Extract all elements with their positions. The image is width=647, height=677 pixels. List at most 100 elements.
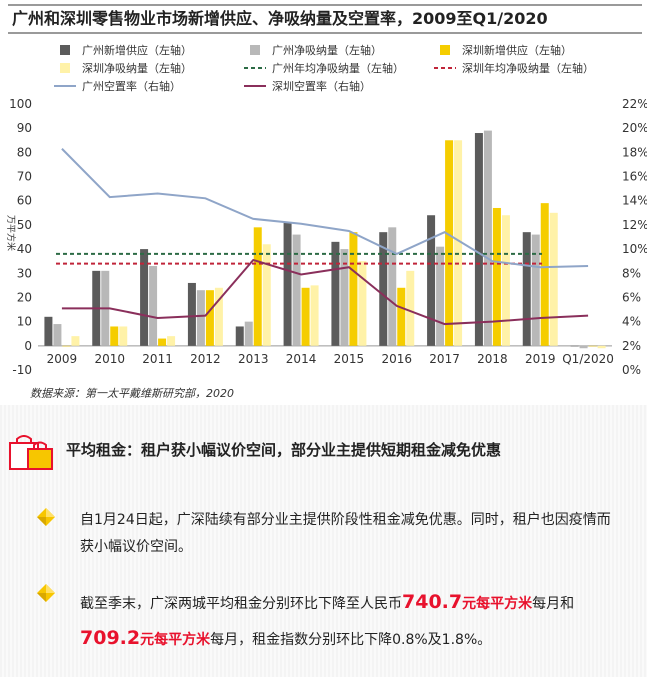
bar	[253, 227, 262, 346]
bar	[149, 266, 158, 346]
bar	[110, 326, 119, 346]
y-tick-label: 10	[17, 315, 32, 329]
x-tick-label: 2015	[334, 352, 365, 366]
paragraph-average-rent: 截至季末，广深两城平均租金分别环比下降至人民币740.7元每平方米每月和709.…	[80, 585, 620, 657]
bar	[310, 285, 319, 346]
chart-title: 广州和深圳零售物业市场新增供应、净吸纳量及空置率，2009至Q1/2020	[8, 4, 642, 34]
vacancy-line	[61, 258, 589, 326]
guangzhou-rent-value: 740.7	[402, 591, 463, 613]
y-tick-label: 0	[24, 339, 32, 353]
x-tick-label: 2016	[381, 352, 412, 366]
para2-text-1: 截至季末，广深两城平均租金分别环比下降至人民币	[80, 596, 402, 612]
bar	[427, 215, 436, 346]
y2-tick-label: 8%	[622, 266, 641, 280]
bar	[262, 244, 271, 346]
x-tick-label: 2014	[286, 352, 317, 366]
x-tick-label: 2010	[94, 352, 125, 366]
legend-label: 深圳空置率（右轴）	[272, 79, 371, 93]
x-tick-label: 2012	[190, 352, 221, 366]
vacancy-line	[61, 148, 589, 269]
bar	[501, 215, 510, 346]
bar	[292, 234, 301, 346]
bar	[244, 321, 253, 346]
bar	[379, 232, 388, 346]
y-tick-label: 50	[17, 218, 32, 232]
y2-tick-label: 10%	[622, 242, 647, 256]
y2-tick-label: 4%	[622, 315, 641, 329]
x-tick-label: 2017	[429, 352, 460, 366]
shenzhen-rent-value: 709.2	[80, 627, 141, 649]
para2-text-3: 每月，租金指数分别环比下降0.8%及1.8%。	[210, 632, 492, 648]
bar	[483, 130, 492, 346]
bar	[522, 232, 531, 346]
legend-label: 广州空置率（右轴）	[82, 79, 181, 93]
bar	[44, 316, 53, 346]
bar	[187, 282, 196, 346]
y-tick-label: 20	[17, 290, 32, 304]
legend-label: 深圳新增供应（左轴）	[462, 43, 572, 57]
yellow-diamond-icon	[37, 508, 55, 526]
bar	[406, 270, 415, 346]
para2-text-2: 每月和	[532, 596, 575, 612]
bar	[301, 287, 310, 346]
y2-tick-label: 20%	[622, 121, 647, 135]
y-axis-label: 万平方米	[5, 215, 17, 251]
legend-label: 广州净吸纳量（左轴）	[272, 43, 382, 57]
x-tick-label: 2013	[238, 352, 269, 366]
y2-tick-label: 0%	[622, 363, 641, 377]
y-tick-label: 70	[17, 170, 32, 184]
bar	[140, 249, 149, 346]
x-tick-label: 2019	[525, 352, 556, 366]
bar	[196, 290, 205, 346]
legend-label: 深圳净吸纳量（左轴）	[82, 61, 192, 75]
y-tick-label: 90	[17, 121, 32, 135]
bar	[71, 336, 80, 346]
x-tick-label: Q1/2020	[562, 352, 614, 366]
y-tick-label: 100	[9, 97, 32, 111]
y2-tick-label: 12%	[622, 218, 647, 232]
y-tick-label: 80	[17, 145, 32, 159]
y2-tick-label: 2%	[622, 339, 641, 353]
bar	[474, 133, 483, 346]
y2-tick-label: 16%	[622, 170, 647, 184]
bar	[340, 249, 349, 346]
chart-svg: -10 0 10 20 30 40 50 60 70 80 90 100 0% 2% 4% 6% 8% 10% 12…	[5, 43, 647, 377]
bar	[597, 345, 606, 349]
bar	[283, 222, 292, 346]
bar	[492, 207, 501, 346]
bar	[397, 287, 406, 346]
bar	[570, 345, 579, 347]
bar	[531, 234, 540, 346]
yellow-diamond-icon	[37, 584, 55, 602]
y2-tick-label: 18%	[622, 145, 647, 159]
y2-tick-label: 6%	[622, 290, 641, 304]
y2-tick-label: 14%	[622, 194, 647, 208]
legend-swatch	[60, 45, 70, 55]
x-tick-label: 2009	[47, 352, 78, 366]
bar	[540, 203, 549, 346]
y-tick-label: -10	[12, 363, 32, 377]
y-tick-label: 40	[17, 242, 32, 256]
bar	[214, 287, 223, 346]
bar	[388, 227, 397, 346]
chart-panel: -10 0 10 20 30 40 50 60 70 80 90 100 0% 2% 4% 6% 8% 10% 12…	[5, 4, 647, 400]
shopping-bags-icon	[9, 435, 53, 470]
paragraph-rent-discount: 自1月24日起，广深陆续有部分业主提供阶段性租金减免优惠。同时，租户也因疫情而获…	[80, 512, 611, 555]
y2-tick-label: 22%	[622, 97, 647, 111]
legend-swatch	[440, 45, 450, 55]
legend-label: 广州新增供应（左轴）	[82, 43, 192, 57]
y-tick-label: 60	[17, 194, 32, 208]
bar	[349, 232, 358, 346]
bar	[205, 290, 214, 346]
bar	[167, 336, 176, 346]
section-header: 平均租金：租户获小幅议价空间，部分业主提供短期租金减免优惠	[8, 431, 640, 471]
guangzhou-rent-unit: 元每平方米	[462, 596, 533, 612]
shenzhen-rent-unit: 元每平方米	[140, 632, 211, 648]
section-title: 平均租金：租户获小幅议价空间，部分业主提供短期租金减免优惠	[66, 441, 502, 459]
x-tick-label: 2011	[142, 352, 173, 366]
bar	[445, 140, 454, 346]
bar	[53, 324, 62, 346]
bar	[331, 241, 340, 346]
bar	[119, 326, 128, 346]
bar	[62, 345, 71, 347]
